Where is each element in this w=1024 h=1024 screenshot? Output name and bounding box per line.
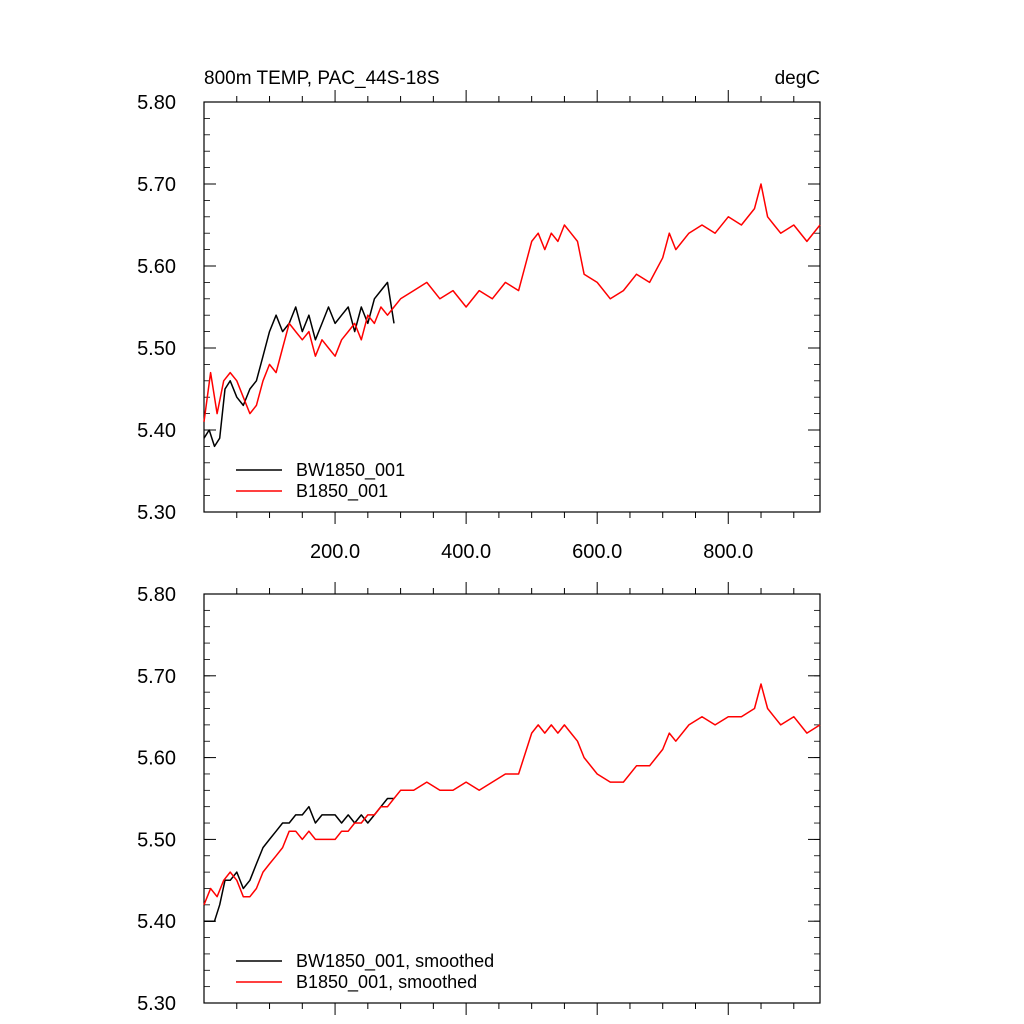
plot-frame xyxy=(203,593,821,1004)
x-tick-label: 400.0 xyxy=(441,541,491,563)
y-tick-label: 5.60 xyxy=(137,256,176,278)
x-tick-label: 600.0 xyxy=(572,541,622,563)
y-tick-label: 5.30 xyxy=(137,502,176,524)
bottom-series xyxy=(203,683,821,922)
y-tick-label: 5.70 xyxy=(137,666,176,688)
units-label: degC xyxy=(775,68,820,89)
y-tick-label: 5.60 xyxy=(137,748,176,770)
chart-title: 800m TEMP, PAC_44S-18S xyxy=(204,68,440,89)
y-tick-label: 5.30 xyxy=(137,993,176,1015)
top-panel: 800m TEMP, PAC_44S-18S degC 5.30 5.40 5.50… xyxy=(137,68,821,563)
series-line-0 xyxy=(203,281,395,448)
y-tick-label: 5.70 xyxy=(137,174,176,196)
top-axes: 5.30 5.40 5.50 5.60 5.70 5.80 200.0 400.0 600.0 8… xyxy=(137,90,821,563)
plot-frame xyxy=(203,101,821,513)
y-tick-label: 5.50 xyxy=(137,338,176,360)
bottom-legend: BW1850_001, smoothed B1850_001, smoothed xyxy=(236,951,494,993)
legend-label-bw1850: BW1850_001 xyxy=(296,460,405,481)
y-tick-label: 5.50 xyxy=(137,829,176,851)
y-tick-label: 5.80 xyxy=(137,92,176,114)
series-line-1 xyxy=(203,683,821,906)
legend-label-bw1850-smoothed: BW1850_001, smoothed xyxy=(296,951,494,972)
top-series xyxy=(203,183,821,448)
series-line-0 xyxy=(204,797,394,922)
series-line-1 xyxy=(203,183,821,422)
top-legend: BW1850_001 B1850_001 xyxy=(236,460,405,502)
legend-label-b1850: B1850_001 xyxy=(296,481,388,502)
y-tick-label: 5.40 xyxy=(137,911,176,933)
legend-label-b1850-smoothed: B1850_001, smoothed xyxy=(296,972,477,993)
bottom-axes: 5.30 5.40 5.50 5.60 5.70 5.80 xyxy=(137,582,821,1015)
x-tick-label: 800.0 xyxy=(703,541,753,563)
y-tick-label: 5.40 xyxy=(137,420,176,442)
y-tick-label: 5.80 xyxy=(137,584,176,606)
x-tick-label: 200.0 xyxy=(310,541,360,563)
bottom-panel: 5.30 5.40 5.50 5.60 5.70 5.80 BW1850_001, smo… xyxy=(137,582,821,1015)
